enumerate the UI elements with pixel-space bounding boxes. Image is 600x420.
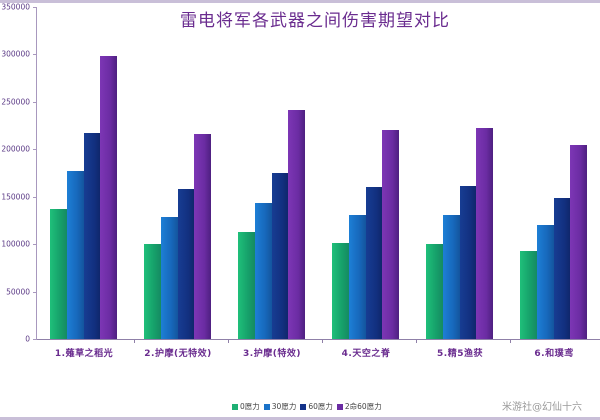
bar-1-series-0: [50, 209, 67, 339]
y-axis-line: [36, 7, 37, 340]
bar-2-series-3: [194, 133, 212, 339]
legend-label: 2命60愿力: [344, 402, 382, 411]
legend-swatch-icon: [263, 403, 270, 410]
legend-item: 2命60愿力: [336, 401, 382, 412]
legend-label: 0愿力: [240, 402, 260, 411]
bar-3-series-1: [254, 202, 272, 339]
bar-3-series-2: [271, 173, 289, 339]
watermark: 米游社@幻仙十六: [502, 402, 582, 413]
bar-1-series-2: [83, 132, 101, 339]
y-tick-mark: [33, 291, 37, 293]
x-category-label: 6.和璞鸢: [534, 349, 574, 359]
x-tick-mark: [134, 339, 135, 343]
x-category-label: 4.天空之脊: [341, 349, 391, 359]
y-tick-mark: [33, 54, 37, 56]
top-border: [0, 0, 600, 3]
y-tick-mark: [33, 196, 37, 198]
y-tick-mark: [33, 149, 37, 151]
bar-5-series-3: [476, 127, 494, 339]
bar-4-series-2: [365, 187, 383, 339]
bottom-border: [0, 417, 600, 420]
y-tick-label: 200000: [1, 144, 30, 154]
bar-4-series-3: [382, 130, 400, 339]
x-category-label: 3.护摩(特效): [243, 349, 301, 359]
legend-swatch-icon: [300, 403, 307, 410]
bar-6-series-1: [536, 224, 554, 339]
y-tick-label: 150000: [1, 192, 30, 202]
legend-item: 30愿力: [263, 401, 297, 412]
legend: 0愿力 30愿力 60愿力 2命60愿力: [232, 401, 386, 412]
x-category-label: 2.护摩(无特效): [144, 349, 212, 359]
y-tick-mark: [33, 7, 37, 8]
bar-4-series-0: [332, 243, 349, 339]
x-tick-mark: [322, 339, 323, 343]
bar-3-series-3: [288, 110, 306, 339]
x-axis-line: [33, 339, 600, 340]
y-tick-label: 350000: [1, 2, 30, 12]
bar-5-series-2: [459, 185, 477, 339]
x-category-label: 5.精5渔获: [437, 349, 483, 359]
x-tick-mark: [416, 339, 417, 343]
bar-2-series-1: [160, 217, 178, 339]
y-tick-label: 0: [25, 334, 30, 344]
bar-6-series-3: [570, 145, 588, 339]
y-tick-mark: [33, 101, 37, 103]
bar-4-series-1: [348, 214, 366, 339]
legend-swatch-icon: [232, 403, 238, 410]
bar-2-series-0: [144, 243, 161, 339]
y-tick-label: 100000: [1, 239, 30, 249]
bar-2-series-2: [177, 189, 195, 339]
bar-5-series-0: [426, 243, 443, 339]
y-tick-mark: [33, 244, 37, 246]
legend-label: 60愿力: [308, 402, 333, 411]
y-tick-label: 300000: [1, 49, 30, 59]
y-tick-mark: [33, 339, 37, 340]
legend-item: 60愿力: [300, 401, 333, 412]
x-category-label: 1.薙草之稻光: [54, 349, 114, 359]
bar-6-series-2: [553, 198, 571, 339]
bar-3-series-0: [238, 232, 255, 339]
bar-5-series-1: [442, 214, 460, 339]
bar-1-series-1: [66, 170, 84, 339]
bar-6-series-0: [520, 251, 537, 339]
bar-1-series-3: [100, 55, 118, 339]
legend-swatch-icon: [336, 403, 343, 410]
y-tick-label: 50000: [6, 287, 30, 297]
y-tick-label: 250000: [1, 97, 30, 107]
x-tick-mark: [510, 339, 511, 343]
legend-label: 30愿力: [271, 402, 297, 411]
legend-item: 0愿力: [232, 401, 260, 412]
x-tick-mark: [228, 339, 229, 343]
chart-title: 雷电将军各武器之间伤害期望对比: [180, 11, 450, 31]
